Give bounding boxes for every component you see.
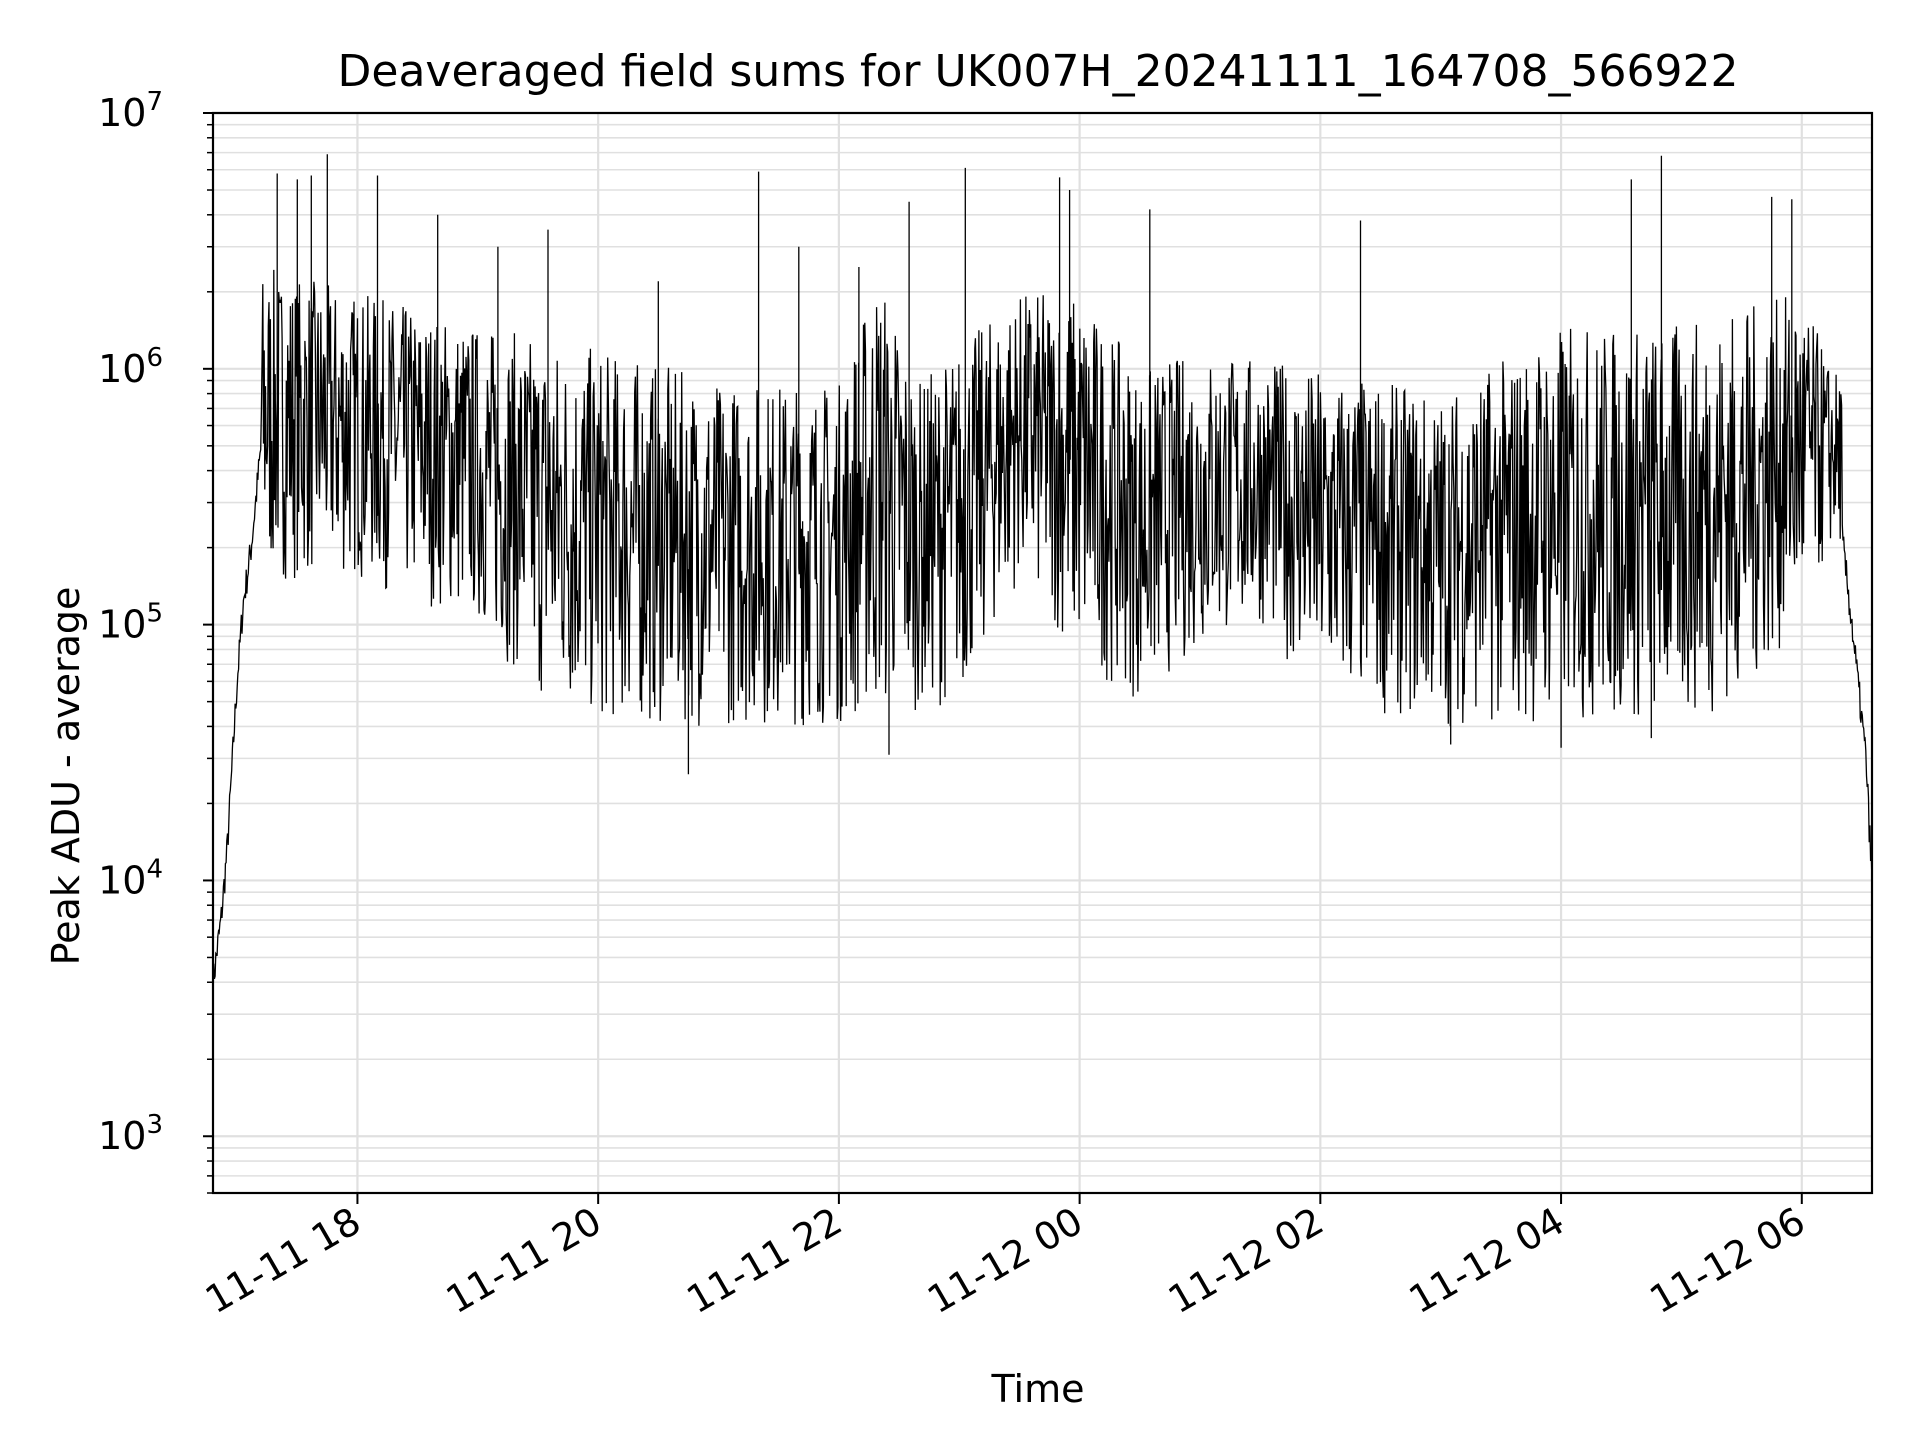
y-tick-base: 10 xyxy=(98,91,146,135)
y-tick-exponent: 5 xyxy=(146,599,163,629)
grid xyxy=(213,111,1872,1194)
y-tick-base: 10 xyxy=(98,858,146,902)
x-axis-label: Time xyxy=(991,1367,1085,1411)
y-tick-exponent: 6 xyxy=(146,343,163,373)
axes-frame xyxy=(211,111,1874,1195)
y-tick-exponent: 3 xyxy=(146,1110,163,1140)
data-series-line xyxy=(212,154,1873,1001)
y-tick-exponent: 7 xyxy=(146,87,163,117)
y-tick-base: 10 xyxy=(98,603,146,647)
y-tick-label: 107 xyxy=(98,87,163,135)
plot-area xyxy=(212,154,1873,1001)
y-tick-base: 10 xyxy=(98,1114,146,1158)
y-tick-exponent: 4 xyxy=(146,854,163,884)
y-tick-label: 104 xyxy=(98,854,163,902)
chart-title: Deaveraged field sums for UK007H_2024111… xyxy=(338,46,1739,97)
y-axis-label: Peak ADU - average xyxy=(44,587,88,966)
y-tick-label: 106 xyxy=(98,343,163,391)
y-tick-label: 105 xyxy=(98,599,163,647)
y-tick-base: 10 xyxy=(98,347,146,391)
y-tick-label: 103 xyxy=(98,1110,163,1158)
